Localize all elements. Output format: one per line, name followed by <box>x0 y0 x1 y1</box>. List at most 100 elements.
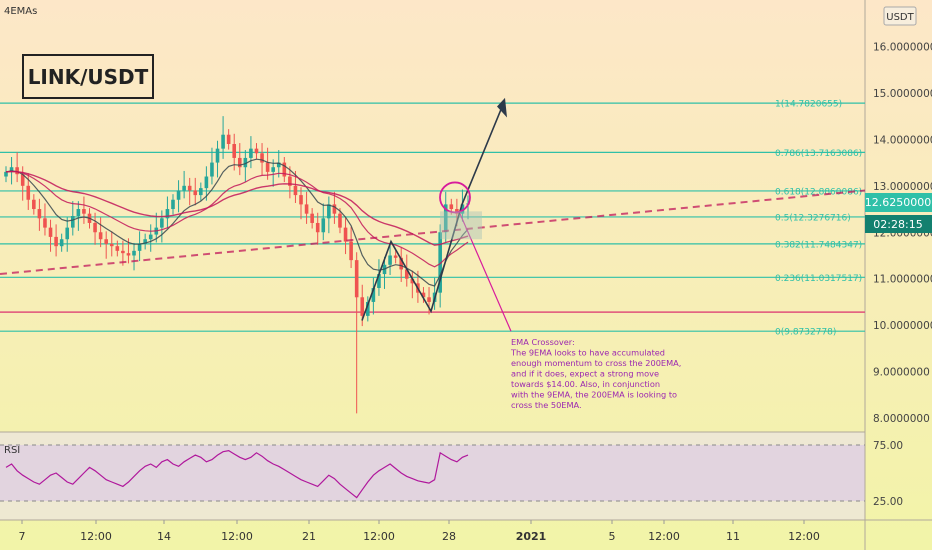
time-tick-label: 14 <box>157 530 171 543</box>
candle[interactable] <box>349 241 353 261</box>
candle[interactable] <box>276 162 281 168</box>
candle[interactable] <box>260 153 264 163</box>
rsi-line[interactable] <box>5 449 469 499</box>
candle[interactable] <box>26 185 31 200</box>
rsi-band <box>0 445 865 501</box>
candle[interactable] <box>377 274 381 288</box>
candle[interactable] <box>148 234 153 240</box>
candle[interactable] <box>237 157 242 168</box>
candle[interactable] <box>299 195 303 205</box>
candle[interactable] <box>215 148 220 163</box>
candle[interactable] <box>321 218 326 233</box>
candle[interactable] <box>37 209 42 219</box>
candle[interactable] <box>288 176 292 186</box>
candle[interactable] <box>93 222 97 233</box>
candle[interactable] <box>449 204 454 210</box>
candle[interactable] <box>32 199 36 210</box>
candle[interactable] <box>210 162 214 177</box>
candle[interactable] <box>65 227 70 240</box>
fib-level-label: 1(14.7820655) <box>775 100 842 110</box>
candle[interactable] <box>59 239 64 247</box>
candle[interactable] <box>304 204 309 214</box>
candle[interactable] <box>438 232 442 293</box>
candle[interactable] <box>360 297 365 316</box>
candle[interactable] <box>455 209 459 214</box>
candle[interactable] <box>366 301 370 316</box>
candle[interactable] <box>54 236 58 247</box>
candle[interactable] <box>393 255 398 258</box>
highlight-circle[interactable] <box>439 181 471 214</box>
candle[interactable] <box>293 185 298 196</box>
candle[interactable] <box>399 257 404 270</box>
candle[interactable] <box>315 222 320 233</box>
candle[interactable] <box>271 167 275 172</box>
candle[interactable] <box>427 297 431 302</box>
candle[interactable] <box>332 204 337 214</box>
time-tick-label: 12:00 <box>221 530 253 543</box>
fib-retracement[interactable]: 1(14.7820655) 0.786(13.7163086) 0.618(12.8… <box>0 100 865 338</box>
candle[interactable] <box>421 292 426 298</box>
candle[interactable] <box>193 190 198 196</box>
candle[interactable] <box>165 209 170 219</box>
candle[interactable] <box>226 134 231 144</box>
candle[interactable] <box>82 209 86 214</box>
candle[interactable] <box>265 162 270 172</box>
candle[interactable] <box>104 239 108 244</box>
candle[interactable] <box>249 148 253 158</box>
candle[interactable] <box>9 167 14 172</box>
candle[interactable] <box>199 188 203 196</box>
candle[interactable] <box>176 190 181 200</box>
rsi-tick-label: 75.00 <box>873 440 903 452</box>
candle[interactable] <box>98 232 103 240</box>
rsi-pane[interactable]: 75.00 25.00 <box>0 440 903 508</box>
candle[interactable] <box>460 204 465 214</box>
candle[interactable] <box>254 148 259 154</box>
candle[interactable] <box>338 213 342 228</box>
time-axis[interactable]: 7 12:00 14 12:00 21 12:00 28 2021 5 12:00 11 12:00 <box>19 520 820 543</box>
candle[interactable] <box>126 253 131 256</box>
candle[interactable] <box>182 185 186 191</box>
drawings[interactable] <box>361 97 512 332</box>
last-price: 12.6250000 <box>865 196 931 209</box>
candle[interactable] <box>20 174 25 186</box>
candle[interactable] <box>310 213 314 223</box>
candle[interactable] <box>204 176 209 189</box>
candle[interactable] <box>143 239 147 244</box>
price-axis[interactable]: 8.00000009.000000010.000000011.000000012… <box>873 41 932 425</box>
ema-lines <box>0 158 866 287</box>
candle[interactable] <box>221 134 225 149</box>
candle[interactable] <box>15 167 19 175</box>
annotation-line: towards $14.00. Also, in conjunction <box>511 379 660 389</box>
candle[interactable] <box>115 246 120 251</box>
candle[interactable] <box>121 250 125 254</box>
candle[interactable] <box>243 157 248 168</box>
candle[interactable] <box>327 204 331 219</box>
candle[interactable] <box>410 278 415 284</box>
candle[interactable] <box>404 269 409 279</box>
candle[interactable] <box>443 204 448 233</box>
candle[interactable] <box>282 162 287 177</box>
fib-level-label: 0.382(11.7484347) <box>775 240 862 250</box>
currency-button[interactable] <box>883 6 917 26</box>
candle[interactable] <box>132 250 136 256</box>
candle[interactable] <box>171 199 175 210</box>
candle[interactable] <box>354 260 359 298</box>
candle[interactable] <box>109 243 114 247</box>
price-tick-label: 10.0000000 <box>873 320 932 332</box>
candle[interactable] <box>76 209 81 216</box>
candle[interactable] <box>371 288 376 302</box>
callout-line <box>459 213 512 332</box>
candle[interactable] <box>343 227 348 242</box>
candle[interactable] <box>232 144 237 158</box>
candle[interactable] <box>4 171 8 177</box>
candle[interactable] <box>70 216 75 228</box>
candle[interactable] <box>187 185 192 191</box>
candle[interactable] <box>137 243 142 251</box>
candle[interactable] <box>48 227 53 237</box>
candle[interactable] <box>43 218 47 228</box>
candle[interactable] <box>160 218 164 228</box>
zigzag-arrow[interactable] <box>361 104 504 321</box>
candle[interactable] <box>388 255 392 265</box>
